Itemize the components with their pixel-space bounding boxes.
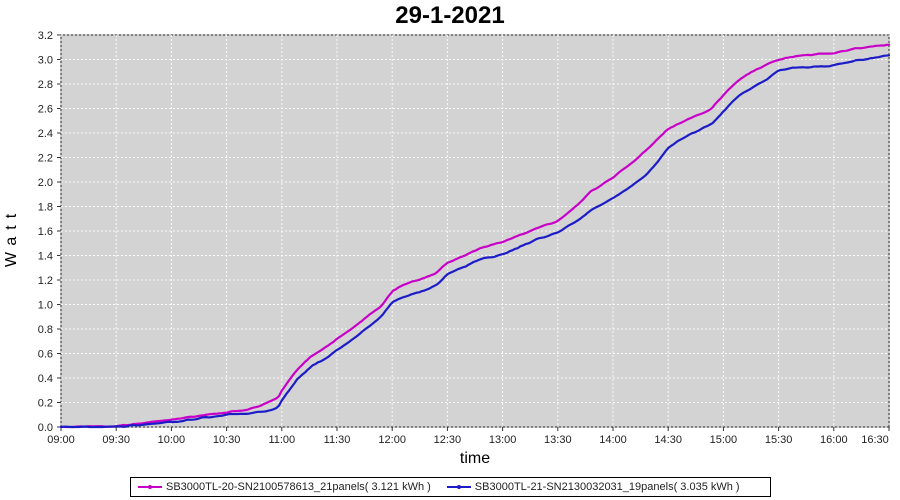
svg-text:3.2: 3.2 bbox=[38, 30, 53, 42]
svg-text:1.0: 1.0 bbox=[38, 300, 53, 312]
svg-text:13:00: 13:00 bbox=[489, 434, 517, 446]
svg-text:09:00: 09:00 bbox=[47, 434, 75, 446]
svg-text:15:30: 15:30 bbox=[765, 434, 793, 446]
svg-text:time: time bbox=[460, 450, 490, 467]
svg-text:1.8: 1.8 bbox=[38, 202, 53, 214]
svg-text:0.6: 0.6 bbox=[38, 349, 53, 361]
svg-text:16:30: 16:30 bbox=[861, 434, 889, 446]
svg-text:Watt: Watt bbox=[3, 207, 20, 267]
svg-text:1.4: 1.4 bbox=[38, 251, 53, 263]
svg-text:3.0: 3.0 bbox=[38, 55, 53, 67]
svg-text:15:00: 15:00 bbox=[710, 434, 738, 446]
svg-text:0.4: 0.4 bbox=[38, 373, 53, 385]
svg-text:0.8: 0.8 bbox=[38, 324, 53, 336]
svg-text:13:30: 13:30 bbox=[544, 434, 572, 446]
svg-text:1.2: 1.2 bbox=[38, 275, 53, 287]
svg-text:14:00: 14:00 bbox=[599, 434, 627, 446]
svg-text:2.0: 2.0 bbox=[38, 177, 53, 189]
svg-text:10:30: 10:30 bbox=[213, 434, 241, 446]
svg-text:2.2: 2.2 bbox=[38, 153, 53, 165]
svg-text:12:00: 12:00 bbox=[378, 434, 406, 446]
svg-text:1.6: 1.6 bbox=[38, 226, 53, 238]
svg-text:0.2: 0.2 bbox=[38, 398, 53, 410]
svg-text:2.6: 2.6 bbox=[38, 104, 53, 116]
svg-text:09:30: 09:30 bbox=[102, 434, 130, 446]
svg-text:2.4: 2.4 bbox=[38, 128, 53, 140]
svg-text:16:00: 16:00 bbox=[820, 434, 848, 446]
svg-text:10:00: 10:00 bbox=[158, 434, 186, 446]
svg-text:11:30: 11:30 bbox=[324, 434, 351, 446]
svg-text:2.8: 2.8 bbox=[38, 79, 53, 91]
svg-text:12:30: 12:30 bbox=[434, 434, 462, 446]
svg-text:14:30: 14:30 bbox=[654, 434, 682, 446]
svg-text:0.0: 0.0 bbox=[38, 422, 53, 434]
svg-text:11:00: 11:00 bbox=[268, 434, 295, 446]
